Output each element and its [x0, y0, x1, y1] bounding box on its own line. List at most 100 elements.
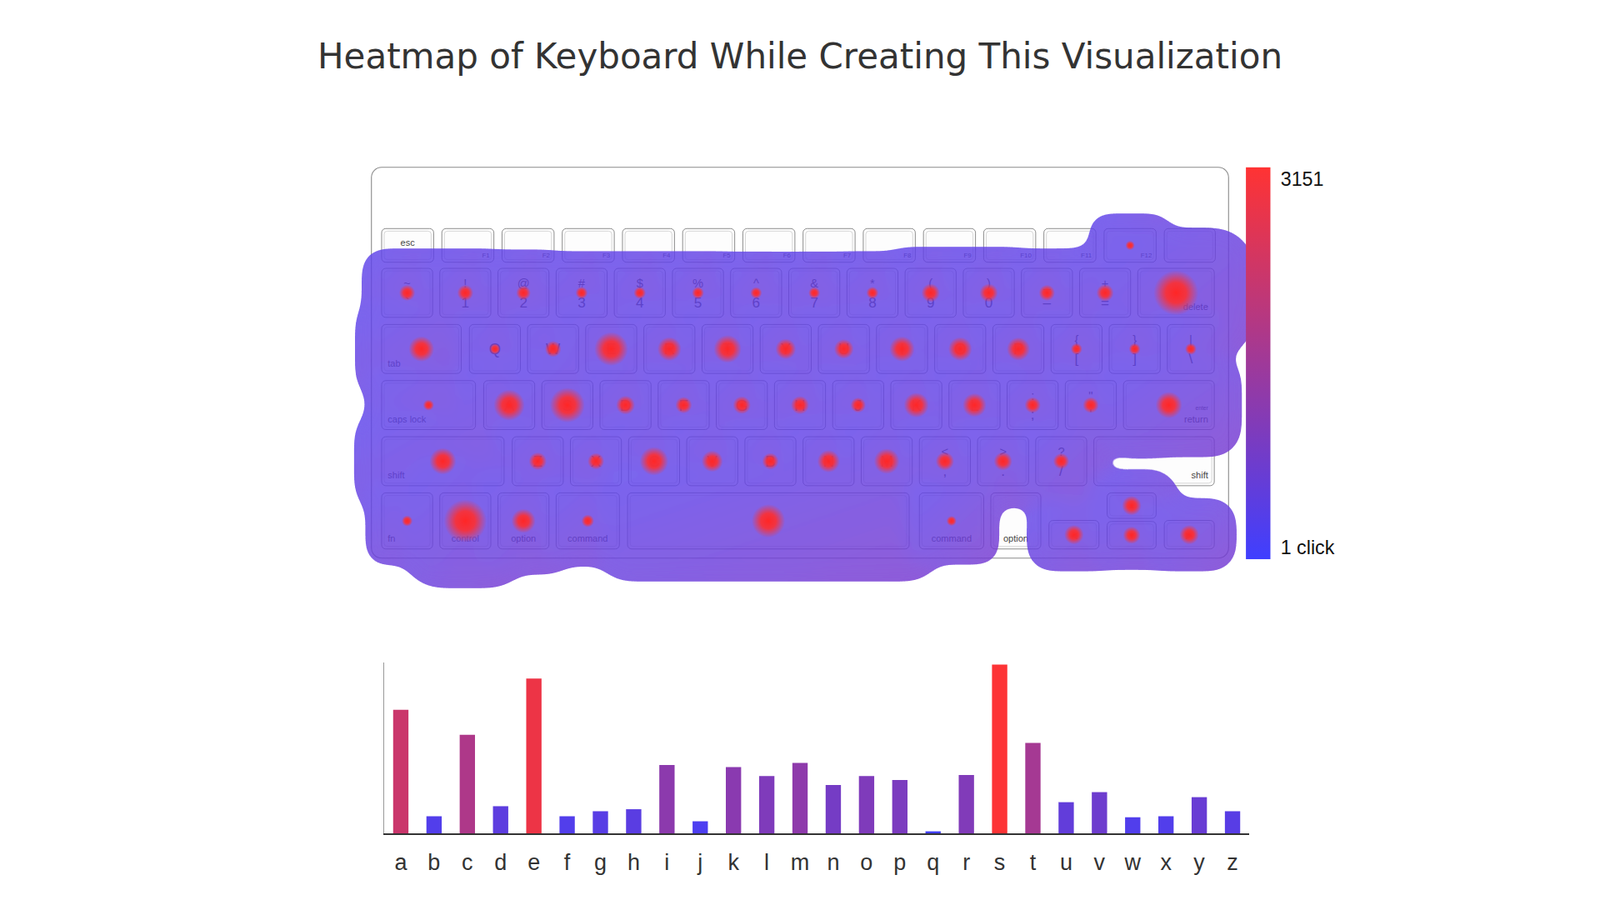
svg-text:F12: F12 [1140, 251, 1153, 260]
svg-text:b: b [427, 850, 440, 875]
svg-text:q: q [926, 850, 940, 875]
svg-text:{: { [1074, 333, 1079, 347]
svg-text:F2: F2 [542, 251, 551, 260]
svg-text:K: K [910, 396, 922, 415]
svg-text:<: < [941, 445, 950, 459]
svg-text:▼: ▼ [1127, 530, 1136, 540]
svg-text:r: r [962, 850, 970, 875]
svg-text:F: F [679, 396, 689, 415]
svg-text:.: . [1000, 462, 1005, 480]
svg-text:A: A [504, 396, 515, 415]
svg-text:3: 3 [577, 294, 586, 311]
svg-text:X: X [590, 452, 601, 470]
svg-text:▶: ▶ [1185, 530, 1194, 540]
svg-text:F5: F5 [722, 251, 731, 260]
svg-text:?: ? [1057, 445, 1065, 459]
svg-text:J: J [854, 396, 862, 415]
svg-text:◀: ◀ [1070, 530, 1079, 540]
svg-text:option: option [510, 533, 536, 544]
svg-text:Heatmap of Keyboard While Crea: Heatmap of Keyboard While Creating This … [317, 35, 1283, 77]
svg-text:': ' [1089, 405, 1092, 423]
svg-text:5: 5 [694, 294, 703, 311]
svg-text:i: i [664, 850, 670, 875]
svg-text:!: ! [463, 276, 467, 290]
svg-text:▲: ▲ [1127, 500, 1136, 510]
svg-text:command: command [567, 533, 608, 544]
svg-text:I: I [900, 340, 905, 358]
svg-text:4: 4 [635, 294, 645, 311]
svg-text:N: N [823, 452, 835, 470]
svg-text:F8: F8 [903, 251, 912, 260]
svg-text:~: ~ [403, 276, 411, 290]
svg-text:k: k [727, 850, 740, 875]
svg-text:h: h [627, 850, 640, 875]
svg-text:/: / [1059, 462, 1064, 480]
svg-text:l: l [764, 850, 770, 875]
svg-text:a: a [394, 850, 408, 875]
svg-text:x: x [1160, 850, 1172, 875]
svg-text:H: H [794, 396, 805, 415]
svg-text:[: [ [1074, 350, 1079, 367]
svg-text:d: d [494, 850, 507, 875]
svg-text:o: o [860, 850, 873, 875]
svg-text:Z: Z [533, 452, 543, 470]
svg-text:1: 1 [461, 294, 470, 311]
svg-text:$: $ [636, 276, 644, 290]
svg-text:;: ; [1030, 405, 1035, 423]
svg-text:#: # [578, 276, 586, 290]
svg-text:F6: F6 [783, 251, 792, 260]
svg-text:control: control [451, 533, 480, 544]
svg-text:e: e [527, 850, 540, 875]
svg-text:]: ] [1132, 350, 1137, 367]
svg-text:G: G [735, 396, 748, 415]
svg-text:E: E [605, 340, 616, 358]
svg-text:M: M [880, 452, 893, 470]
svg-text:j: j [696, 850, 703, 875]
svg-text:g: g [594, 850, 607, 875]
svg-text:8: 8 [868, 294, 877, 311]
svg-text:return: return [1184, 414, 1209, 425]
svg-text:caps lock: caps lock [387, 414, 426, 425]
svg-text:,: , [942, 462, 947, 480]
svg-text:^: ^ [753, 276, 760, 290]
svg-text:\: \ [1189, 350, 1194, 367]
svg-text:shift: shift [1191, 470, 1209, 480]
svg-text:=: = [1100, 294, 1110, 311]
svg-text:D: D [620, 396, 631, 415]
svg-text:*: * [870, 276, 875, 290]
svg-text:esc: esc [400, 237, 416, 248]
svg-text:F11: F11 [1080, 251, 1093, 260]
svg-text:): ) [986, 276, 991, 290]
svg-text:U: U [838, 340, 850, 358]
svg-text:+: + [1101, 276, 1110, 290]
svg-text::: : [1030, 389, 1035, 403]
svg-text:|: | [1189, 333, 1193, 347]
svg-text:–: – [1043, 294, 1052, 311]
svg-text:y: y [1193, 850, 1205, 875]
svg-text:s: s [994, 850, 1006, 875]
svg-text:R: R [664, 340, 675, 358]
svg-text:(: ( [928, 276, 933, 290]
svg-text:c: c [461, 850, 474, 875]
svg-text:T: T [722, 340, 732, 358]
svg-text:F1: F1 [481, 251, 490, 260]
svg-text:delete: delete [1183, 301, 1209, 312]
svg-text:tab: tab [387, 358, 400, 369]
svg-text:_: _ [1042, 276, 1051, 290]
svg-text:>: > [999, 445, 1007, 459]
svg-text:9: 9 [926, 294, 935, 311]
svg-text:P: P [1013, 340, 1024, 358]
svg-text:0: 0 [985, 294, 994, 311]
svg-text:f: f [564, 850, 571, 875]
svg-text:2: 2 [519, 294, 528, 311]
svg-text:O: O [954, 340, 966, 358]
svg-text:F10: F10 [1020, 251, 1032, 260]
svg-text:option: option [1003, 533, 1029, 544]
svg-text:L: L [970, 396, 979, 415]
svg-text:z: z [1226, 850, 1239, 875]
svg-text:S: S [562, 396, 573, 415]
svg-text:3151: 3151 [1280, 168, 1325, 190]
svg-text:6: 6 [752, 294, 761, 311]
svg-text:w: w [1124, 850, 1142, 875]
svg-text:F9: F9 [963, 251, 972, 260]
